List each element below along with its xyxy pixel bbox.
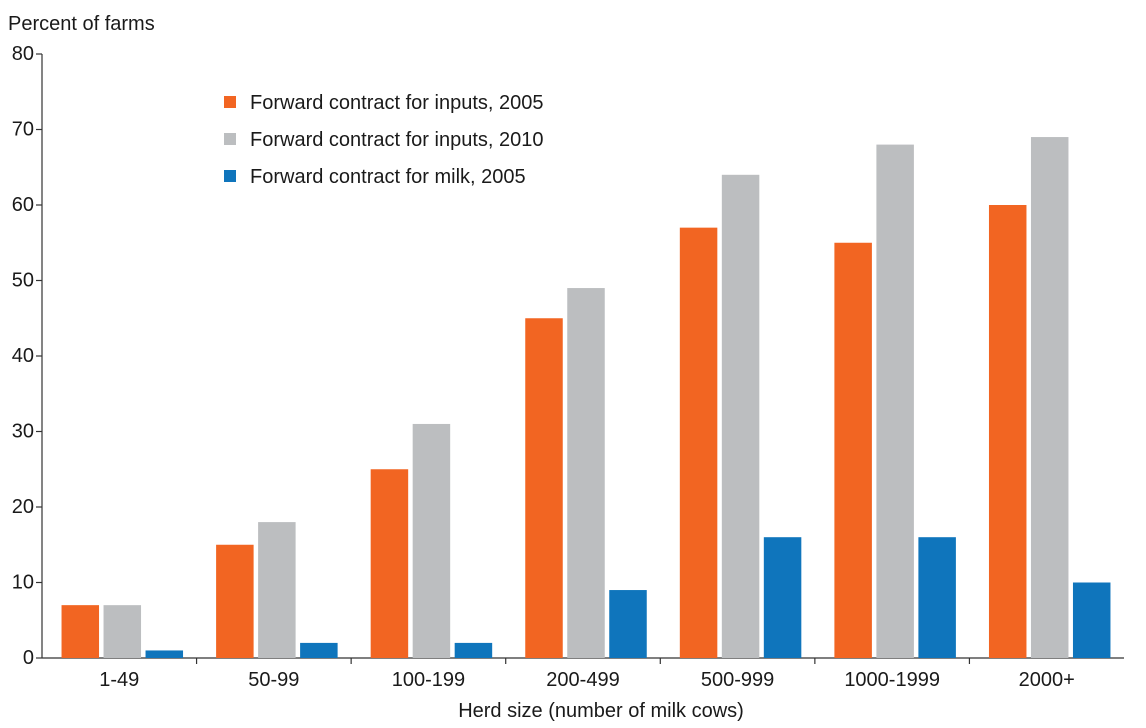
bar bbox=[918, 537, 956, 658]
bar bbox=[454, 642, 493, 658]
y-tick-label: 40 bbox=[12, 345, 34, 367]
plot-area: 0 10 20 30 40 50 60 70 80 1-49 50-99 100-199 200-499… bbox=[12, 43, 1124, 691]
bar bbox=[763, 537, 802, 658]
bar bbox=[834, 242, 872, 658]
bar bbox=[61, 605, 100, 658]
y-tick-label: 30 bbox=[12, 421, 34, 443]
x-tick-label: 2000+ bbox=[1019, 669, 1075, 691]
bar bbox=[609, 590, 647, 658]
y-axis-label: Percent of farms bbox=[8, 13, 155, 35]
y-tick-label: 50 bbox=[12, 270, 34, 292]
x-tick-label: 50-99 bbox=[248, 669, 299, 691]
legend-label: Forward contract for milk, 2005 bbox=[250, 166, 526, 188]
y-tick-label: 60 bbox=[12, 194, 34, 216]
bar bbox=[258, 522, 296, 658]
bar bbox=[412, 423, 451, 658]
bar bbox=[679, 227, 718, 658]
bar bbox=[525, 318, 563, 658]
x-axis-label: Herd size (number of milk cows) bbox=[458, 700, 744, 722]
bar bbox=[988, 205, 1027, 658]
bar bbox=[876, 144, 914, 659]
bar bbox=[1030, 137, 1069, 659]
bar bbox=[103, 605, 142, 658]
x-tick-label: 200-499 bbox=[546, 669, 619, 691]
x-tick-label: 1-49 bbox=[99, 669, 139, 691]
legend-label: Forward contract for inputs, 2010 bbox=[250, 129, 543, 151]
bar bbox=[216, 544, 254, 658]
legend-swatch bbox=[224, 96, 236, 108]
bar bbox=[145, 650, 184, 658]
y-tick-label: 0 bbox=[23, 647, 34, 669]
legend-swatch bbox=[224, 170, 236, 182]
x-tick-label: 1000-1999 bbox=[844, 669, 940, 691]
bar bbox=[567, 288, 605, 658]
x-tick-label: 100-199 bbox=[392, 669, 465, 691]
legend-swatch bbox=[224, 133, 236, 145]
bar bbox=[1072, 582, 1111, 658]
bar bbox=[721, 174, 760, 659]
bar bbox=[370, 469, 409, 658]
y-tick-label: 10 bbox=[12, 572, 34, 594]
y-tick-label: 80 bbox=[12, 43, 34, 65]
legend-label: Forward contract for inputs, 2005 bbox=[250, 92, 543, 114]
legend: Forward contract for inputs, 2005 Forward… bbox=[224, 92, 543, 188]
x-tick-label: 500-999 bbox=[701, 669, 774, 691]
y-tick-label: 20 bbox=[12, 496, 34, 518]
bar bbox=[300, 642, 338, 658]
y-tick-label: 70 bbox=[12, 119, 34, 141]
